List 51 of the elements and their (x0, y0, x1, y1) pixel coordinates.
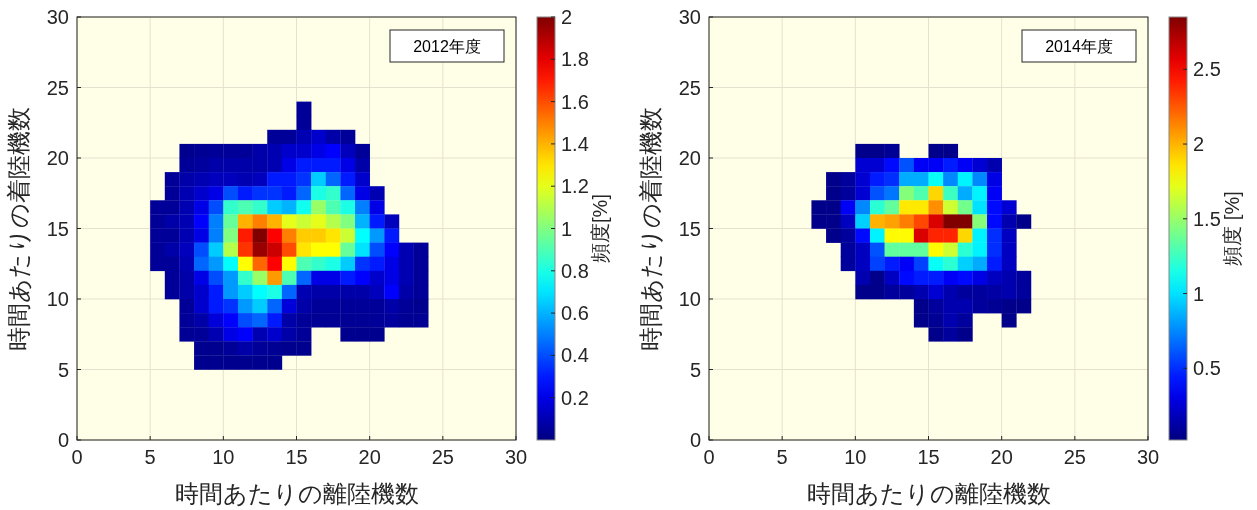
color-bar-label: 1.6 (561, 90, 589, 113)
color-bar-label: 1.5 (1193, 207, 1221, 230)
x-tick-label: 25 (1063, 446, 1086, 468)
x-tick-label: 5 (776, 446, 788, 468)
x-tick-label: 15 (917, 446, 940, 468)
color-bar-label: 1.4 (561, 132, 589, 155)
color-bar-title: 頻度[%] (589, 194, 611, 263)
color-bar-label: 1.2 (561, 175, 589, 198)
y-tick-label: 30 (46, 6, 69, 28)
y-axis-title: 時間あたりの着陸機数 (5, 106, 32, 351)
x-axis-title: 時間あたりの離陸機数 (174, 480, 419, 507)
y-tick-label: 5 (57, 358, 69, 381)
x-tick-label: 30 (504, 446, 528, 468)
color-bar-label: 0.2 (561, 386, 589, 409)
x-tick-label: 20 (358, 446, 381, 468)
y-tick-label: 25 (678, 76, 701, 99)
color-bar-label: 1 (1193, 282, 1205, 305)
y-tick-label: 10 (46, 288, 69, 310)
y-tick-label: 30 (678, 6, 701, 28)
annotation: 2014年度 (1045, 38, 1113, 55)
color-bar-title: 頻度 [%] (1221, 191, 1243, 266)
x-tick-label: 15 (285, 446, 308, 468)
color-bar-label: 2 (1193, 133, 1205, 156)
color-bar-label: 0.6 (561, 302, 589, 325)
y-tick-label: 10 (678, 288, 701, 310)
color-bar-label: 0.5 (1193, 357, 1221, 380)
y-tick-label: 20 (46, 147, 69, 169)
x-tick-label: 0 (71, 446, 83, 468)
y-tick-label: 15 (678, 217, 701, 240)
color-bar-label: 2.5 (1193, 58, 1221, 81)
x-tick-label: 30 (1136, 446, 1160, 468)
x-axis-title: 時間あたりの離陸機数 (806, 480, 1051, 507)
x-tick-label: 20 (990, 446, 1013, 468)
color-bar-label: 2 (561, 6, 573, 28)
y-axis-title: 時間あたりの着陸機数 (637, 106, 664, 351)
x-tick-label: 10 (844, 446, 867, 468)
color-bar-label: 0.4 (561, 344, 589, 367)
color-bar-label: 1 (561, 217, 573, 240)
y-tick-label: 5 (689, 358, 701, 381)
color-bar-label: 1.8 (561, 48, 589, 71)
y-tick-label: 0 (57, 429, 69, 451)
x-tick-label: 0 (703, 446, 715, 468)
x-tick-label: 10 (212, 446, 235, 468)
x-tick-label: 5 (144, 446, 156, 468)
y-tick-label: 0 (689, 429, 701, 451)
y-tick-label: 15 (46, 217, 69, 240)
x-tick-label: 25 (431, 446, 454, 468)
y-tick-label: 25 (46, 76, 69, 99)
color-bar-label: 0.8 (561, 259, 589, 282)
annotation: 2012年度 (413, 38, 481, 55)
y-tick-label: 20 (678, 147, 701, 169)
